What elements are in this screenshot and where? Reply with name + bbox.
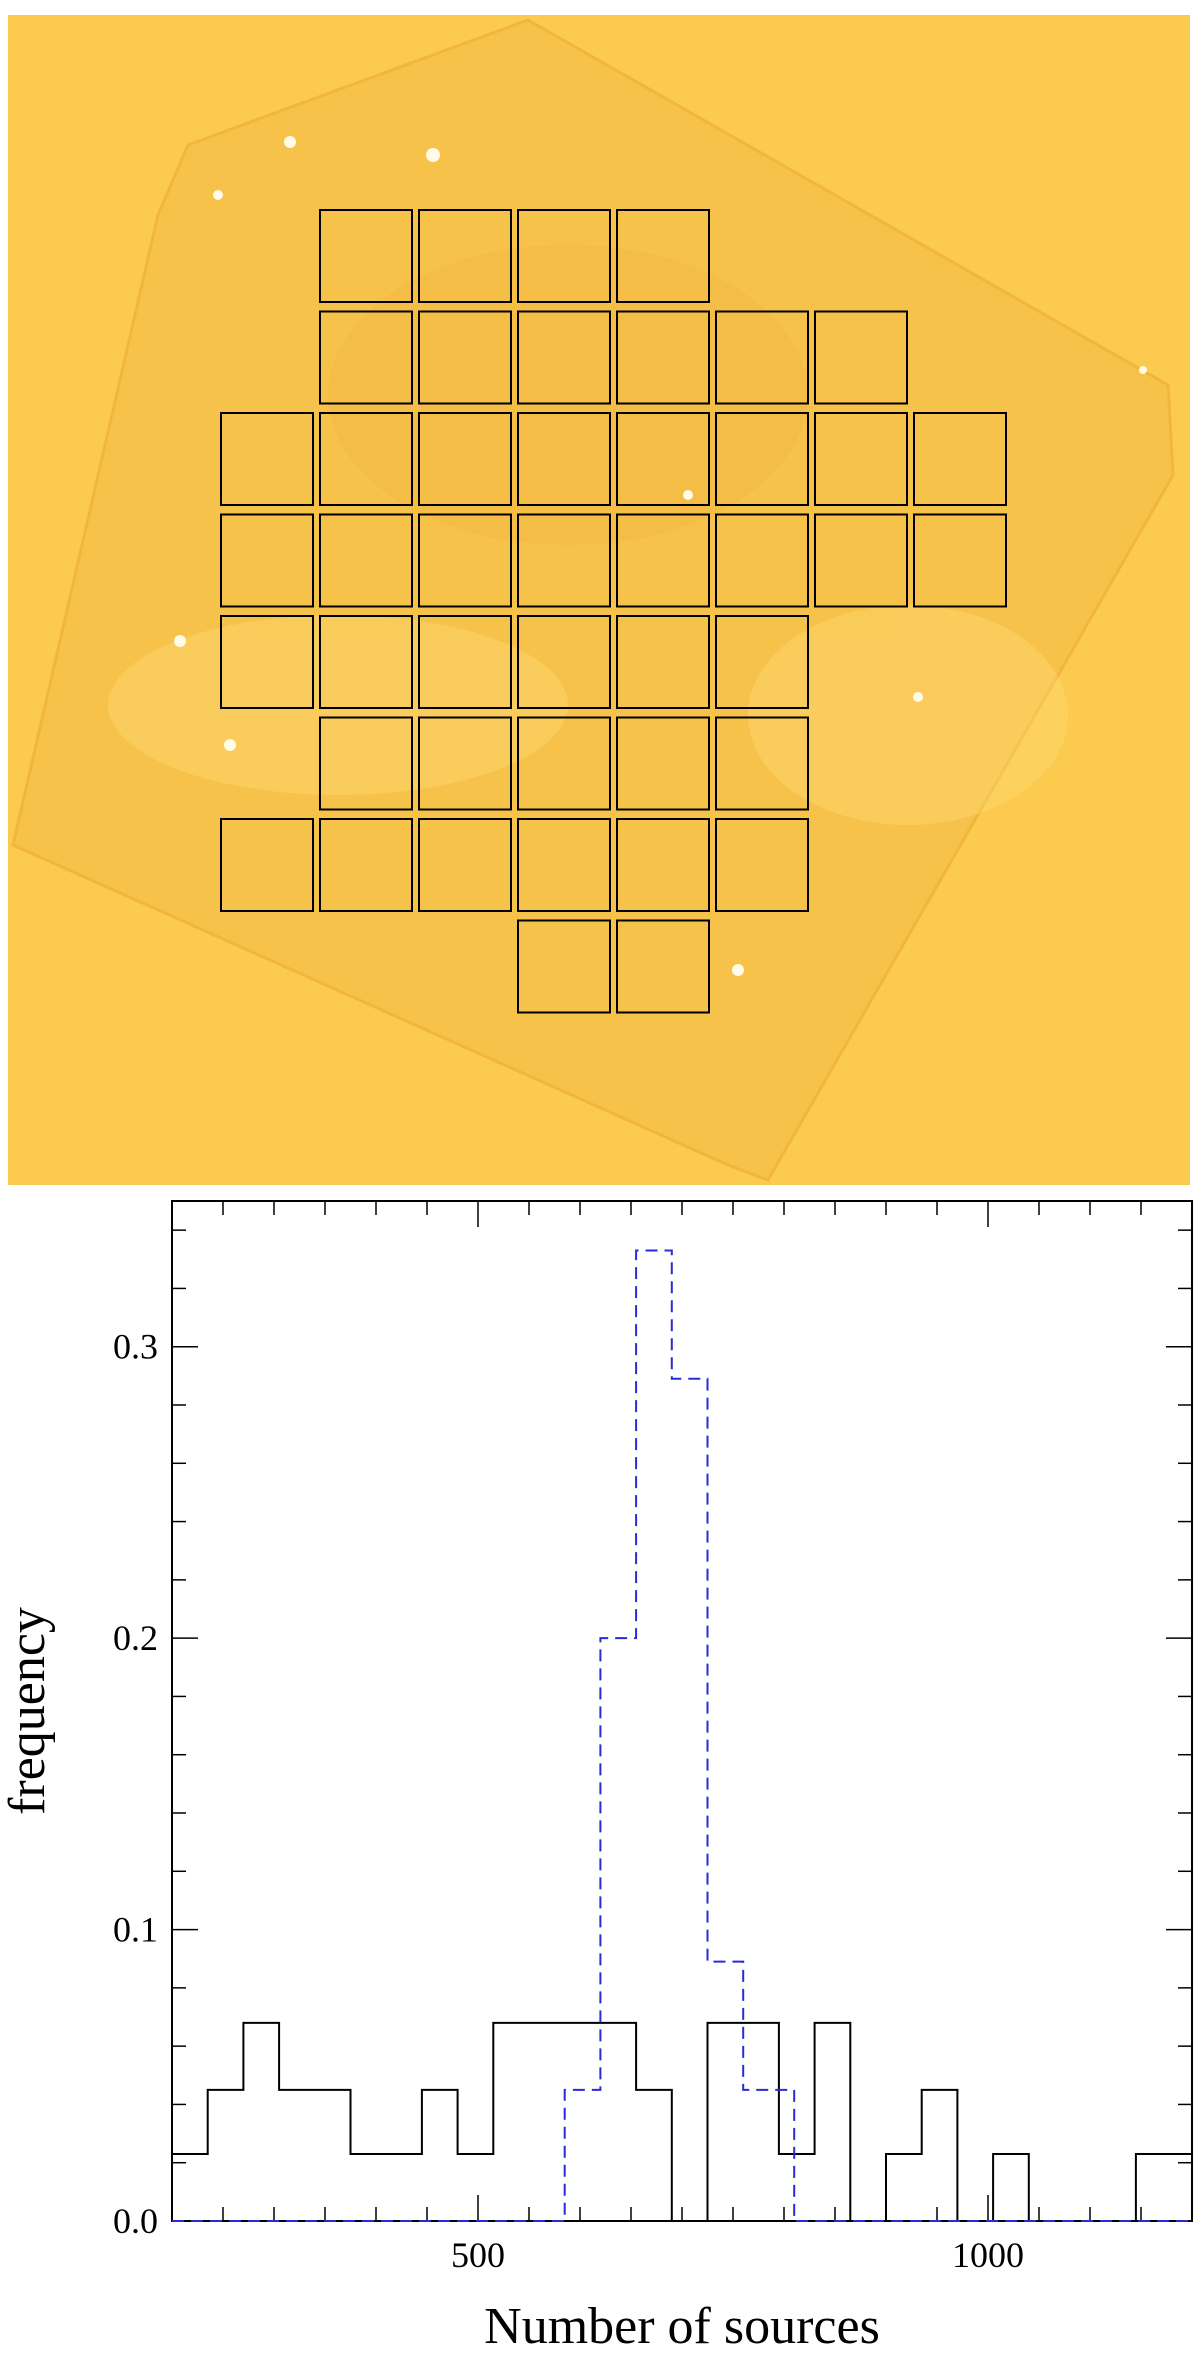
y-tick-label: 0.3 (113, 1327, 158, 1367)
bright-source (174, 635, 186, 647)
mosaic-tile (616, 513, 710, 608)
mosaic-tile (517, 513, 611, 608)
bright-source (1139, 366, 1147, 374)
mosaic-tile (319, 412, 413, 506)
mosaic-tile (814, 310, 908, 405)
sky-map-footprint (11, 18, 1175, 1182)
mosaic-tile (814, 513, 908, 608)
mosaic-tile (616, 716, 710, 811)
bright-source (213, 190, 223, 200)
mosaic-tile (517, 310, 611, 405)
mosaic-tile (418, 615, 512, 709)
mosaic-tile (418, 209, 512, 303)
bright-sources (174, 136, 1147, 976)
mosaic-tile (517, 818, 611, 912)
mosaic-tile (220, 513, 314, 608)
mosaic-tile (517, 919, 611, 1014)
sky-map-texture (108, 245, 1068, 825)
mosaic-tile (913, 513, 1007, 608)
histogram-series-solid (172, 2021, 1192, 2222)
plot-frame (171, 1200, 1193, 2222)
y-axis-ticks: 0.0 0.1 0.2 0.3 (113, 1229, 1192, 2241)
mosaic-tile (913, 412, 1007, 506)
bright-source (683, 490, 693, 500)
mosaic-tile (418, 310, 512, 405)
mosaic-tile (616, 412, 710, 506)
mosaic-tile (418, 716, 512, 811)
mosaic-tile (418, 818, 512, 912)
bright-source (224, 739, 236, 751)
x-axis-title: Number of sources (484, 2298, 880, 2355)
x-tick-label: 1000 (952, 2235, 1024, 2275)
mosaic-tile (319, 310, 413, 405)
mosaic-tile (616, 919, 710, 1014)
mosaic-tile (616, 310, 710, 405)
mosaic-tile (517, 615, 611, 709)
mosaic-tile (616, 209, 710, 303)
histogram-series-dashed (172, 1249, 1192, 2222)
mosaic-tile (616, 615, 710, 709)
bright-source (284, 136, 296, 148)
bright-source (913, 692, 923, 702)
mosaic-tile (220, 818, 314, 912)
bright-source (732, 964, 744, 976)
histogram-series (172, 1249, 1192, 2222)
mosaic-tile (319, 615, 413, 709)
mosaic-tile (715, 513, 809, 608)
mosaic-tile (616, 818, 710, 912)
y-tick-label: 0.2 (113, 1618, 158, 1658)
y-tick-label: 0.1 (113, 1910, 158, 1950)
y-tick-label: 0.0 (113, 2201, 158, 2241)
histogram-panel: 500 1000 0.0 0.1 0.2 0.3 Number of sources f… (0, 1200, 1193, 2355)
sky-map-panel (8, 15, 1190, 1185)
mosaic-tile (319, 513, 413, 608)
y-axis-title: frequency (0, 1607, 56, 1815)
mosaic-tile (517, 412, 611, 506)
mosaic-tile (715, 310, 809, 405)
mosaic-tile (814, 412, 908, 506)
x-tick-label: 500 (451, 2235, 505, 2275)
mosaic-tile (715, 615, 809, 709)
mosaic-tile (319, 209, 413, 303)
mosaic-tile (715, 716, 809, 811)
mosaic-tile (517, 716, 611, 811)
x-axis-ticks: 500 1000 (222, 1201, 1193, 2275)
mosaic-tile (220, 615, 314, 709)
mosaic-tile (418, 513, 512, 608)
mosaic-tile (319, 716, 413, 811)
bright-source (426, 148, 440, 162)
mosaic-tile (715, 412, 809, 506)
mosaic-tile (319, 818, 413, 912)
mosaic-tile (517, 209, 611, 303)
mosaic-tile (418, 412, 512, 506)
mosaic-tile (715, 818, 809, 912)
mosaic-tile (220, 412, 314, 506)
mosaic-tiles (220, 209, 1007, 1014)
